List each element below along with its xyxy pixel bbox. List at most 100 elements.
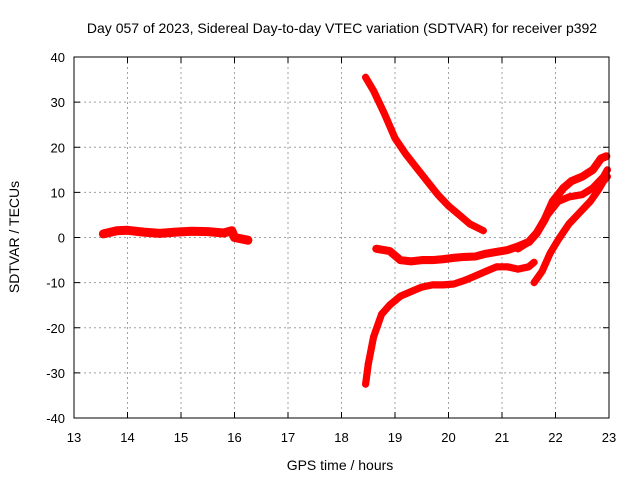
data-point: [466, 220, 474, 228]
x-tick-label: 17: [281, 430, 295, 445]
data-point: [565, 220, 573, 228]
axis-ticks: 13 14 15 16 17 18 19 20 21 22 23 -40 -30 -20 -10 0 10 20 3…: [46, 50, 616, 445]
series-band: [530, 173, 611, 287]
data-point: [482, 267, 490, 275]
y-tick-label: 20: [51, 140, 65, 155]
data-point: [407, 257, 415, 265]
y-tick-label: -40: [46, 411, 65, 426]
data-point: [578, 191, 586, 199]
series-band: [362, 258, 538, 388]
data-point: [546, 249, 554, 257]
data-point: [525, 238, 533, 246]
data-point: [370, 333, 378, 341]
data-point: [530, 258, 538, 266]
y-tick-label: 0: [58, 231, 65, 246]
data-point: [493, 263, 501, 271]
data-point: [407, 288, 415, 296]
y-tick-label: 40: [51, 50, 65, 65]
data-point: [372, 245, 380, 253]
data-point: [140, 228, 148, 236]
data-point: [418, 283, 426, 291]
data-point: [568, 177, 576, 185]
data-point: [554, 236, 562, 244]
data-point: [439, 281, 447, 289]
data-point: [172, 228, 180, 236]
data-point: [124, 226, 131, 234]
data-point: [600, 177, 608, 185]
x-tick-label: 23: [602, 430, 616, 445]
x-tick-label: 14: [120, 430, 134, 445]
x-tick-label: 13: [67, 430, 81, 445]
series-band: [372, 152, 611, 266]
data-point: [204, 228, 212, 236]
data-point: [445, 202, 452, 210]
data-point: [471, 252, 479, 260]
data-point: [380, 109, 388, 117]
data-point: [391, 134, 399, 142]
data-point: [99, 230, 107, 238]
data-point: [386, 247, 394, 255]
data-point: [503, 263, 511, 271]
data-point: [231, 234, 238, 241]
data-point: [362, 73, 370, 81]
data-point: [503, 246, 511, 254]
data-point: [554, 197, 562, 205]
data-point: [434, 191, 442, 199]
data-point: [538, 267, 546, 275]
y-tick-label: -10: [46, 276, 65, 291]
data-point: [525, 263, 533, 271]
data-point: [364, 360, 372, 368]
data-point: [362, 380, 370, 388]
data-point: [113, 227, 121, 235]
data-point: [428, 281, 436, 289]
data-point: [378, 310, 386, 318]
data-point: [386, 301, 394, 309]
data-point: [594, 186, 602, 194]
y-axis-label: SDTVAR / TECUs: [6, 181, 22, 293]
data-point: [450, 280, 458, 288]
y-tick-label: 10: [51, 185, 65, 200]
data-point: [589, 184, 597, 192]
data-series: [98, 73, 611, 388]
data-point: [603, 173, 611, 181]
series-band: [362, 73, 487, 235]
data-point: [418, 256, 426, 264]
data-point: [439, 255, 447, 263]
data-point: [565, 193, 573, 201]
data-point: [589, 166, 597, 174]
data-point: [479, 227, 487, 235]
x-tick-label: 22: [548, 430, 562, 445]
data-point: [514, 265, 522, 273]
data-point: [533, 229, 541, 237]
data-point: [188, 227, 196, 235]
x-tick-label: 15: [174, 430, 188, 445]
data-point: [597, 155, 605, 163]
x-tick-label: 20: [441, 430, 455, 445]
data-point: [578, 173, 586, 181]
x-tick-label: 18: [334, 430, 348, 445]
data-point: [220, 229, 228, 237]
x-axis-label: GPS time / hours: [287, 457, 394, 473]
data-point: [455, 211, 463, 219]
data-point: [560, 184, 568, 192]
data-point: [482, 250, 490, 258]
y-tick-label: -20: [46, 321, 65, 336]
y-tick-label: -30: [46, 366, 65, 381]
data-point: [450, 254, 458, 262]
data-point: [586, 197, 594, 205]
data-point: [471, 272, 479, 280]
data-point: [244, 236, 252, 244]
data-point: [156, 229, 164, 237]
data-point: [514, 245, 522, 253]
grid: [74, 57, 609, 418]
data-point: [576, 209, 584, 217]
data-point: [228, 227, 236, 235]
y-tick-label: 30: [51, 95, 65, 110]
data-point: [530, 279, 538, 287]
data-point: [402, 150, 410, 158]
chart-title: Day 057 of 2023, Sidereal Day-to-day VTE…: [87, 20, 597, 36]
data-point: [423, 177, 431, 185]
series-band: [514, 166, 611, 253]
data-point: [412, 164, 420, 172]
data-point: [543, 211, 551, 219]
